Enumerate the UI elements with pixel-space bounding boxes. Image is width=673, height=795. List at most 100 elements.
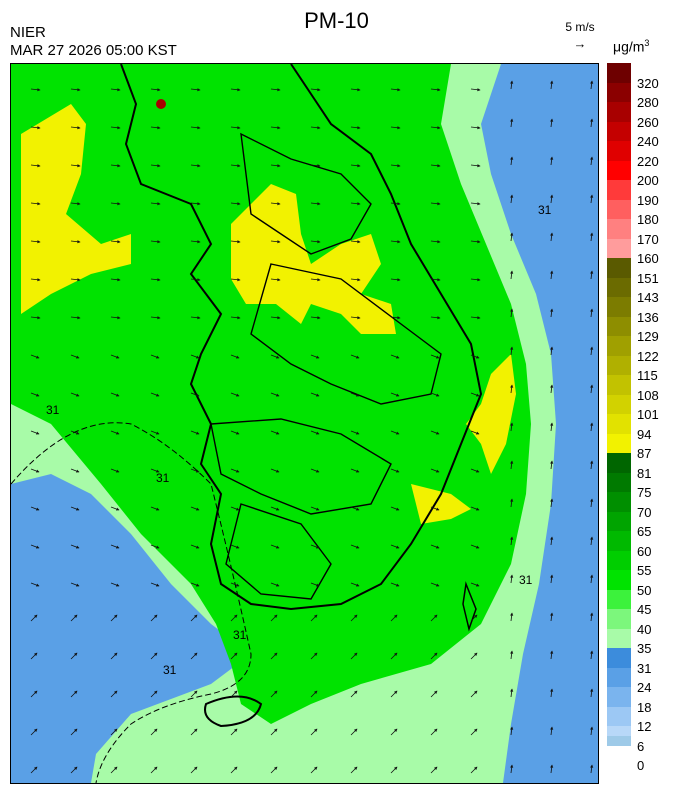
- wind-arrow: [30, 202, 41, 206]
- wind-arrow: [190, 728, 198, 736]
- wind-arrow: [70, 544, 80, 549]
- wind-arrow: [310, 506, 320, 511]
- wind-arrow: [470, 582, 480, 587]
- wind-arrow: [110, 544, 120, 549]
- wind-arrow: [310, 354, 320, 359]
- wind-arrow: [230, 240, 241, 244]
- wind-arrow: [390, 126, 401, 130]
- wind-arrow: [150, 316, 161, 320]
- wind-arrow: [510, 536, 514, 546]
- wind-arrow: [590, 574, 594, 584]
- wind-arrow: [310, 126, 321, 130]
- legend-label: 40: [637, 621, 652, 637]
- wind-arrow: [590, 422, 594, 432]
- wind-arrow: [30, 652, 38, 660]
- wind-arrow: [30, 240, 41, 244]
- wind-arrow: [150, 202, 161, 206]
- wind-arrow: [470, 88, 481, 92]
- wind-arrow: [390, 164, 401, 168]
- wind-arrow: [270, 544, 280, 549]
- wind-arrow: [270, 202, 281, 206]
- wind-arrow: [70, 582, 80, 587]
- wind-arrow: [310, 468, 320, 473]
- wind-arrow: [150, 164, 161, 168]
- wind-arrow: [590, 460, 594, 470]
- map-canvas: 31 31 31 31 31 31: [11, 64, 598, 783]
- wind-arrow: [430, 88, 441, 92]
- wind-arrow: [110, 202, 121, 206]
- legend-label: 129: [637, 329, 659, 344]
- legend-swatch: [607, 394, 631, 414]
- contour-label: 31: [163, 663, 177, 677]
- wind-arrow: [470, 614, 478, 622]
- wind-arrow: [350, 652, 358, 660]
- legend-label: 60: [637, 543, 652, 559]
- wind-arrow: [190, 690, 198, 698]
- wind-arrow: [230, 582, 240, 587]
- hotspot-central: [231, 184, 396, 334]
- legend-label: 260: [637, 114, 659, 130]
- wind-arrow: [110, 766, 118, 774]
- wind-arrow: [70, 506, 80, 511]
- wind-arrow: [30, 278, 41, 282]
- province-boundary: [250, 263, 442, 405]
- wind-arrow: [310, 88, 321, 92]
- wind-arrow: [390, 202, 401, 206]
- wind-arrow: [110, 278, 121, 282]
- wind-arrow: [310, 582, 320, 587]
- concentration-map[interactable]: 31 31 31 31 31 31: [10, 63, 599, 784]
- legend-swatch: [607, 667, 631, 687]
- wind-arrow: [230, 164, 241, 168]
- legend-label: 280: [637, 95, 659, 110]
- legend-label: 35: [637, 641, 652, 656]
- agency-label: NIER: [10, 24, 46, 41]
- wind-arrow: [270, 766, 278, 774]
- wind-arrow: [230, 126, 241, 130]
- hotspot-north-peak: [156, 99, 166, 109]
- wind-arrow: [390, 506, 400, 511]
- wind-arrow: [430, 126, 441, 130]
- wind-arrow: [430, 690, 438, 698]
- wind-arrow: [550, 688, 554, 698]
- wind-arrow: [310, 728, 318, 736]
- wind-arrow: [470, 468, 480, 473]
- wind-arrow: [30, 126, 41, 130]
- wind-arrow: [190, 392, 200, 397]
- legend-label: 108: [637, 387, 659, 403]
- wind-arrow: [230, 506, 240, 511]
- wind-arrow: [150, 652, 158, 660]
- wind-arrow: [190, 652, 198, 660]
- wind-arrow: [70, 354, 80, 359]
- wind-arrow: [510, 498, 514, 508]
- wind-arrow: [590, 80, 594, 90]
- wind-arrow: [430, 202, 441, 206]
- wind-arrow: [230, 278, 241, 282]
- wind-arrow: [430, 354, 440, 359]
- legend-swatch: [607, 433, 631, 453]
- wind-arrow: [550, 80, 554, 90]
- legend-swatch: [607, 550, 631, 570]
- wind-arrow: [510, 118, 514, 128]
- wind-arrow: [230, 652, 238, 660]
- wind-arrow: [150, 126, 161, 130]
- legend-label: 180: [637, 212, 659, 227]
- wind-arrow: [590, 308, 594, 318]
- legend-swatch: [607, 472, 631, 492]
- legend-label: 160: [637, 251, 659, 266]
- wind-arrow: [110, 728, 118, 736]
- wind-arrow: [310, 278, 321, 282]
- wind-arrow: [230, 468, 240, 473]
- wind-arrow: [190, 614, 198, 622]
- wind-arrow: [470, 544, 480, 549]
- wind-arrow: [470, 202, 481, 206]
- wind-reference: 5 m/s →: [556, 20, 604, 51]
- wind-arrow: [110, 652, 118, 660]
- wind-arrow: [390, 690, 398, 698]
- legend-label: 122: [637, 348, 659, 364]
- legend-label: 200: [637, 173, 659, 188]
- small-island-outline: [462, 581, 477, 632]
- wind-arrow: [30, 316, 41, 320]
- wind-arrow: [230, 202, 241, 206]
- wind-arrow: [190, 506, 200, 511]
- wind-arrow: [110, 392, 120, 397]
